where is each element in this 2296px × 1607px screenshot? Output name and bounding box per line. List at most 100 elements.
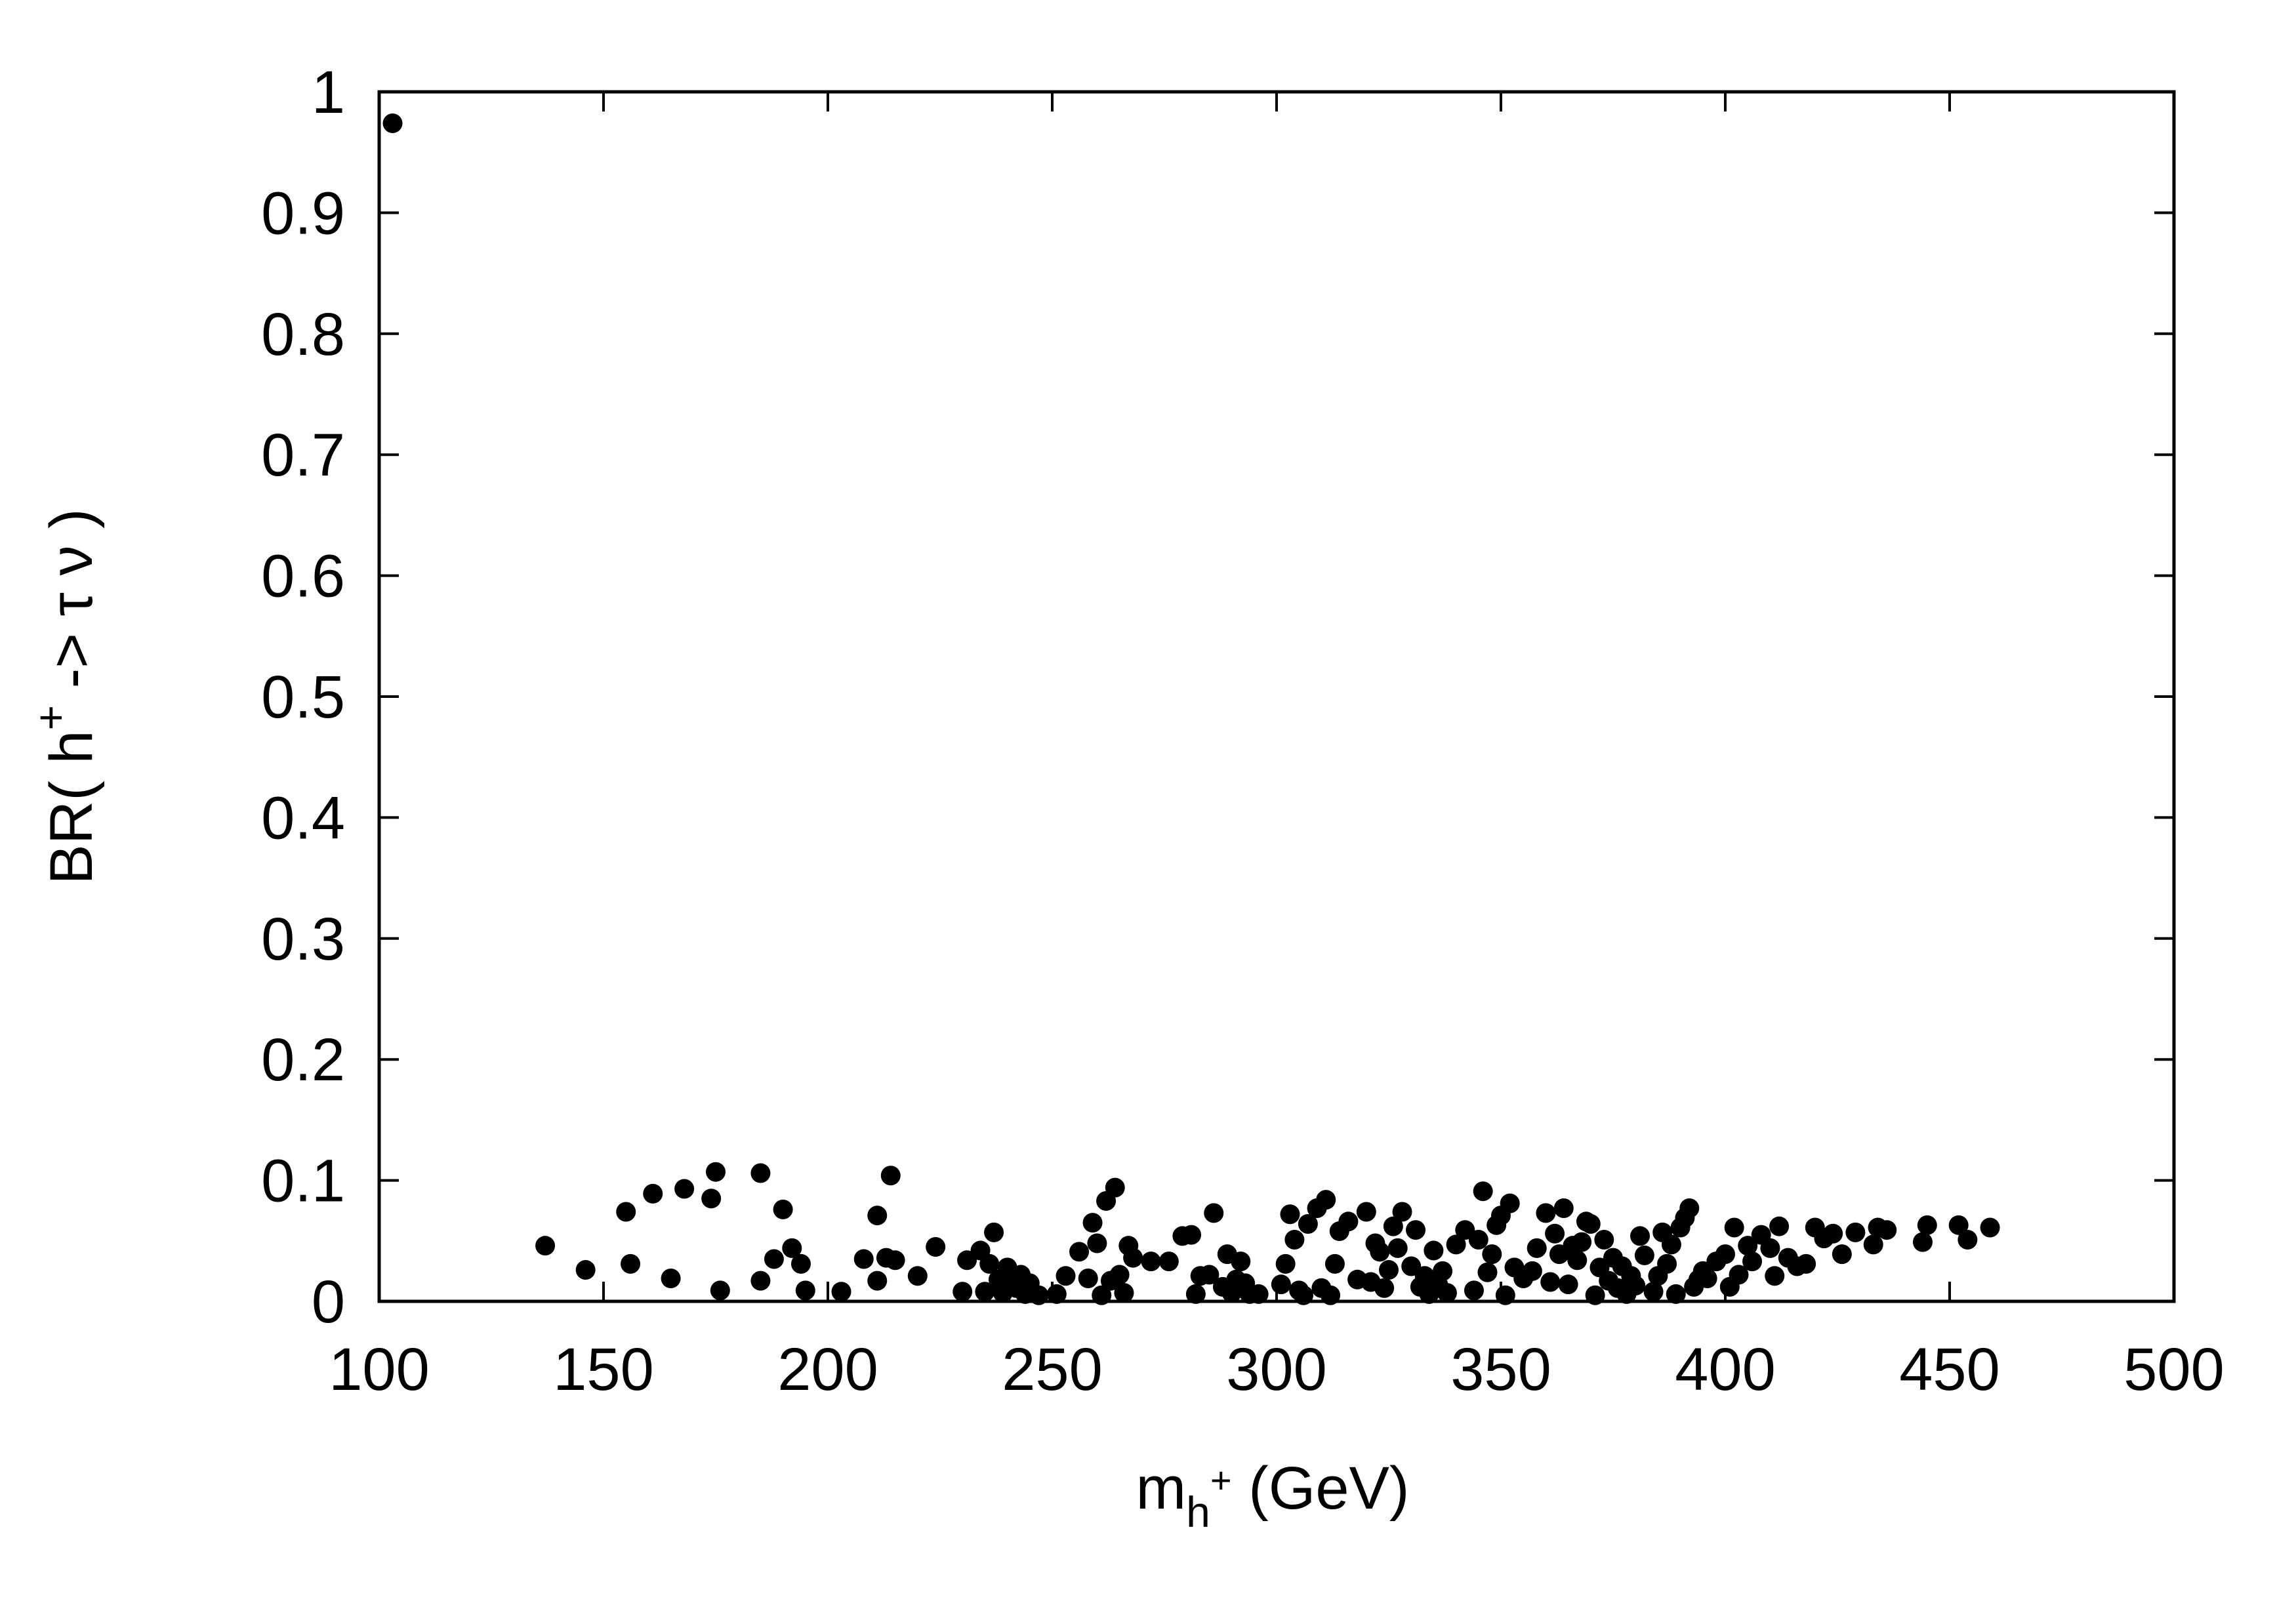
data-point: [1738, 1236, 1758, 1256]
data-point: [853, 1249, 874, 1269]
data-point: [1765, 1266, 1785, 1286]
data-point: [773, 1199, 793, 1219]
data-point: [1158, 1251, 1179, 1272]
data-point: [1046, 1284, 1067, 1304]
data-point: [1280, 1204, 1300, 1225]
data-point: [1760, 1238, 1780, 1258]
data-point: [706, 1162, 726, 1182]
data-point: [701, 1189, 722, 1209]
data-point: [1298, 1213, 1318, 1234]
data-point: [710, 1280, 730, 1301]
data-point: [1630, 1226, 1650, 1246]
data-point: [1185, 1284, 1206, 1304]
y-tick-label: 0.6: [261, 543, 345, 610]
data-point: [621, 1253, 641, 1274]
data-point: [1567, 1250, 1588, 1271]
data-point: [575, 1260, 596, 1280]
data-point: [1536, 1203, 1556, 1223]
data-point: [1657, 1253, 1677, 1274]
data-point: [1863, 1234, 1883, 1255]
data-point: [1634, 1245, 1654, 1265]
y-tick-labels: 0 0.1 0.2 0.3 0.4 0.5 0.6 0.7 0.8 0.9 1: [261, 59, 345, 1335]
data-point: [1823, 1223, 1843, 1244]
data-point: [1464, 1280, 1484, 1301]
data-point: [1370, 1242, 1390, 1262]
data-point: [1284, 1229, 1305, 1250]
data-point: [1379, 1260, 1399, 1280]
data-point: [1482, 1244, 1502, 1265]
data-point: [643, 1183, 663, 1204]
data-point: [1473, 1181, 1493, 1202]
data-point: [1087, 1233, 1107, 1253]
data-point: [1105, 1177, 1125, 1198]
data-point: [1553, 1198, 1574, 1219]
data-point: [1374, 1278, 1395, 1298]
y-tick-label: 0.4: [261, 784, 345, 851]
data-point: [764, 1249, 784, 1269]
x-tick-label: 500: [2123, 1336, 2224, 1403]
data-point: [1338, 1211, 1359, 1232]
y-tick-label: 0.7: [261, 422, 345, 489]
data-point: [1527, 1238, 1547, 1258]
data-point: [1545, 1223, 1565, 1244]
axis-ticks: [378, 91, 2175, 1303]
data-point: [1078, 1268, 1098, 1288]
data-point: [1626, 1276, 1646, 1296]
data-point: [1199, 1265, 1220, 1285]
data-point: [1679, 1198, 1700, 1219]
data-point: [1697, 1268, 1717, 1288]
data-point: [1912, 1232, 1933, 1252]
data-point: [1231, 1251, 1251, 1272]
data-point: [1796, 1253, 1816, 1274]
data-point: [750, 1271, 771, 1291]
data-point: [1661, 1234, 1681, 1255]
data-point: [1980, 1217, 2000, 1238]
data-point: [1181, 1225, 1202, 1245]
data-point: [1056, 1266, 1076, 1286]
data-point: [782, 1238, 802, 1258]
data-point: [1356, 1202, 1376, 1222]
data-point: [1446, 1234, 1466, 1255]
x-tick-label: 400: [1675, 1336, 1776, 1403]
data-point: [1522, 1261, 1542, 1281]
data-point: [1877, 1220, 1897, 1240]
data-point: [1069, 1242, 1090, 1262]
y-tick-label: 0.1: [261, 1148, 345, 1215]
data-point: [674, 1179, 695, 1199]
data-point: [867, 1271, 888, 1291]
x-tick-label: 100: [329, 1336, 430, 1403]
x-tick-label: 200: [777, 1336, 878, 1403]
data-point: [1141, 1251, 1161, 1272]
data-point: [1594, 1229, 1614, 1250]
data-point: [984, 1222, 1004, 1242]
x-tick-label: 450: [1899, 1336, 2000, 1403]
x-tick-label: 350: [1450, 1336, 1551, 1403]
data-point: [1666, 1284, 1686, 1304]
data-point: [661, 1268, 681, 1288]
data-point: [1316, 1190, 1336, 1210]
data-point: [867, 1206, 888, 1226]
data-point: [1271, 1274, 1291, 1295]
plot-frame: [377, 90, 2176, 1303]
data-point: [907, 1266, 928, 1286]
data-point: [926, 1237, 946, 1257]
data-point: [1114, 1283, 1134, 1303]
y-tick-label: 0.8: [261, 301, 345, 368]
y-tick-label: 0.5: [261, 664, 345, 731]
y-tick-label: 0.3: [261, 906, 345, 973]
data-point: [616, 1202, 636, 1222]
data-point: [1204, 1203, 1224, 1223]
data-point: [1500, 1193, 1520, 1213]
data-point: [1917, 1215, 1937, 1235]
data-point: [1406, 1220, 1426, 1240]
data-point: [795, 1280, 815, 1301]
data-point: [1724, 1217, 1744, 1238]
data-point: [1383, 1216, 1403, 1236]
data-point: [1082, 1213, 1103, 1233]
data-point: [885, 1250, 905, 1271]
data-point: [1248, 1284, 1269, 1304]
data-point: [1580, 1213, 1601, 1234]
data-point: [975, 1282, 995, 1302]
data-point: [953, 1282, 973, 1302]
data-point: [1424, 1240, 1444, 1261]
